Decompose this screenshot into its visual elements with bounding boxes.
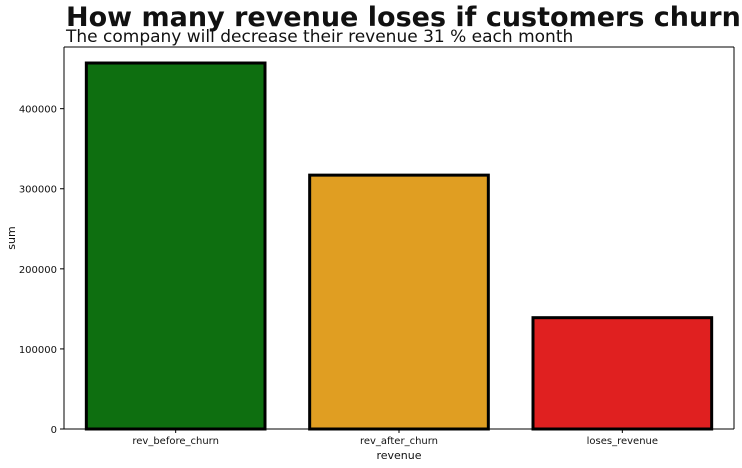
- y-axis-label: sum: [5, 226, 18, 249]
- y-tick-label: 300000: [19, 185, 57, 196]
- y-tick-label: 0: [51, 425, 57, 436]
- y-tick-label: 200000: [19, 265, 57, 276]
- y-tick-label: 100000: [19, 345, 57, 356]
- y-ticks-group: 0 100000 200000 300000 400000: [19, 105, 64, 436]
- bars-group: [84, 61, 714, 431]
- bar-rev_before_churn: [84, 61, 267, 431]
- x-tick-label: loses_revenue: [587, 436, 658, 447]
- x-tick-label: rev_before_churn: [132, 436, 219, 447]
- x-axis-label: revenue: [376, 449, 421, 462]
- chart-subtitle: The company will decrease their revenue …: [66, 27, 574, 47]
- x-tick-label: rev_after_churn: [360, 436, 438, 447]
- bar-loses_revenue: [531, 316, 714, 431]
- y-tick-label: 400000: [19, 105, 57, 116]
- chart-title: How many revenue loses if customers chur…: [66, 2, 742, 33]
- x-ticks-group: rev_before_churn rev_after_churn loses_rev…: [132, 429, 658, 447]
- bar-rev_after_churn: [308, 173, 490, 431]
